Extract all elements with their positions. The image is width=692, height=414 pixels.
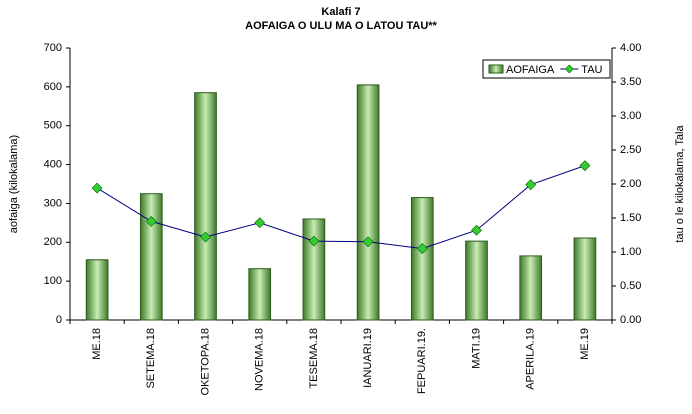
x-tick-label: TESEMA.18 xyxy=(308,328,320,389)
y2-tick-label: 0.50 xyxy=(620,280,641,292)
y-axis-label: aofaiga (kilokalama) xyxy=(8,135,20,233)
x-tick-label: APERILA.19 xyxy=(525,328,537,390)
bar xyxy=(139,193,163,321)
y-tick-label: 500 xyxy=(44,120,62,132)
y-tick-label: 700 xyxy=(44,42,62,54)
y2-axis-label: tau o le kilokalama, Tala xyxy=(674,125,686,243)
y-tick-label: 300 xyxy=(44,197,62,209)
bar xyxy=(248,268,272,321)
bar xyxy=(356,84,380,321)
marker xyxy=(471,224,482,236)
marker xyxy=(91,182,103,194)
x-tick-label: OKETOPA.18 xyxy=(199,328,211,395)
bar xyxy=(465,240,488,321)
legend-swatch xyxy=(488,64,504,74)
x-tick-label: FEPUARI.19. xyxy=(416,328,428,394)
bar xyxy=(302,218,326,321)
y2-tick-label: 4.00 xyxy=(620,42,641,54)
marker xyxy=(308,235,320,247)
x-tick-label: IANUARI.19 xyxy=(362,328,374,388)
y-tick-label: 200 xyxy=(44,236,62,248)
bar xyxy=(194,92,217,321)
bar xyxy=(573,237,597,321)
bar xyxy=(410,197,434,321)
marker xyxy=(254,217,266,229)
y2-tick-label: 3.50 xyxy=(620,76,641,88)
y-tick-label: 400 xyxy=(44,158,62,170)
legend-box xyxy=(482,59,611,79)
legend-label: TAU xyxy=(581,64,602,76)
y2-tick-label: 1.00 xyxy=(620,246,641,258)
chart-subtitle: AOFAIGA O ULU MA O LATOU TAU** xyxy=(245,20,437,32)
y2-tick-label: 3.00 xyxy=(620,110,641,122)
marker xyxy=(416,243,428,255)
y2-tick-label: 0.00 xyxy=(620,314,641,326)
chart-title: Kalafi 7 xyxy=(321,6,360,18)
y-tick-label: 100 xyxy=(44,275,62,287)
y-tick-label: 600 xyxy=(44,81,62,93)
x-tick-label: ME.19 xyxy=(579,328,591,360)
x-tick-label: NOVEMA.18 xyxy=(254,328,266,391)
x-tick-label: SETEMA.18 xyxy=(145,328,157,389)
legend-marker xyxy=(564,64,574,74)
line xyxy=(96,165,586,250)
marker xyxy=(362,236,374,248)
bar xyxy=(85,259,109,321)
y-tick-label: 0 xyxy=(56,314,62,326)
marker xyxy=(525,179,537,191)
y2-tick-label: 2.50 xyxy=(620,144,641,156)
y2-tick-label: 1.50 xyxy=(620,212,641,224)
legend-label: AOFAIGA xyxy=(506,64,555,76)
bar xyxy=(519,255,543,321)
x-tick-label: MATI.19 xyxy=(470,328,482,369)
y2-tick-label: 2.00 xyxy=(620,178,641,190)
marker xyxy=(200,231,211,243)
marker xyxy=(145,215,157,227)
x-tick-label: ME.18 xyxy=(91,328,103,360)
marker xyxy=(579,160,591,172)
